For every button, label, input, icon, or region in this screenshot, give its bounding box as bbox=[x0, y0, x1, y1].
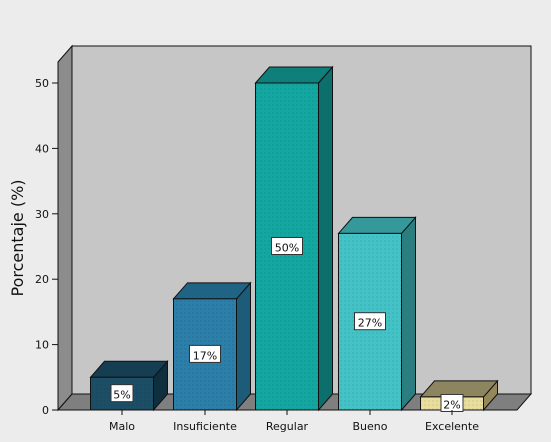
x-tick-label: Regular bbox=[266, 420, 309, 433]
data-label-text: 17% bbox=[193, 349, 217, 362]
y-axis-title: Porcentaje (%) bbox=[8, 179, 27, 296]
y-tick-label: 20 bbox=[35, 273, 49, 286]
y-tick-label: 10 bbox=[35, 339, 49, 352]
data-label: 2% bbox=[440, 393, 464, 412]
data-label: 17% bbox=[189, 344, 221, 363]
data-label-text: 5% bbox=[113, 389, 130, 402]
data-label-box bbox=[354, 312, 386, 331]
x-tick-label: Insuficiente bbox=[173, 420, 237, 433]
bar-top-face bbox=[254, 66, 334, 84]
x-tick-label: Malo bbox=[109, 420, 135, 433]
data-label-text: 2% bbox=[443, 398, 460, 411]
y-tick-label: 40 bbox=[35, 142, 49, 155]
bar-side-face bbox=[401, 216, 416, 412]
x-tick-label: Bueno bbox=[353, 420, 388, 433]
data-label: 27% bbox=[354, 312, 386, 331]
data-label: 5% bbox=[110, 384, 134, 403]
data-label-box bbox=[189, 344, 221, 363]
bar-top-face bbox=[337, 216, 417, 234]
bar-side-face bbox=[318, 65, 333, 412]
y-tick-label: 30 bbox=[35, 208, 49, 221]
data-label: 50% bbox=[271, 237, 303, 255]
data-label-box bbox=[110, 384, 134, 403]
y-tick-label: 50 bbox=[35, 77, 49, 90]
data-label-text: 50% bbox=[275, 242, 299, 255]
data-label-box bbox=[271, 237, 303, 255]
x-tick-label: Excelente bbox=[425, 420, 479, 433]
bar-top-face bbox=[172, 282, 252, 300]
y-tick-label: 0 bbox=[42, 404, 49, 417]
data-label-text: 27% bbox=[358, 317, 382, 330]
bar-side-face bbox=[236, 281, 251, 412]
chart-side-wall bbox=[57, 44, 73, 412]
bar-top-face bbox=[89, 360, 169, 378]
